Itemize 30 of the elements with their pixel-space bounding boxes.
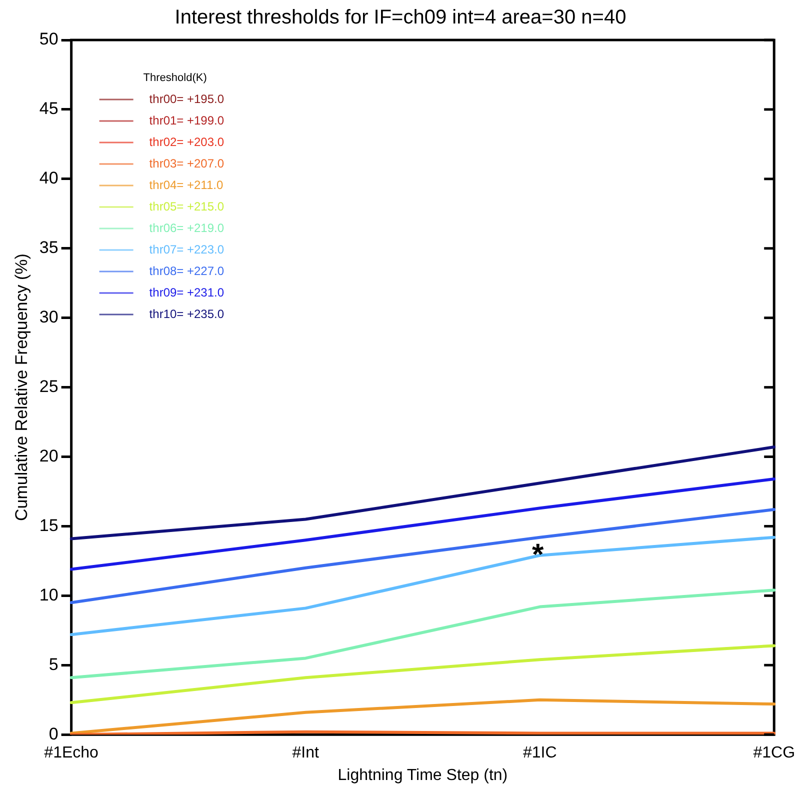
y-tick-label: 15 <box>39 516 58 535</box>
legend-label: thr06= +219.0 <box>149 220 224 235</box>
legend-label: thr00= +195.0 <box>149 92 224 106</box>
x-tick-label: #1CG <box>753 744 795 762</box>
y-tick-label: 35 <box>39 238 58 258</box>
y-tick-label: 50 <box>39 30 58 49</box>
y-tick-label: 20 <box>39 446 58 466</box>
legend-title: Threshold(K) <box>143 72 207 84</box>
legend-label: thr07= +223.0 <box>149 242 224 256</box>
legend-label: thr02= +203.0 <box>149 134 224 149</box>
legend-label: thr08= +227.0 <box>149 264 224 278</box>
legend-label: thr03= +207.0 <box>149 156 224 170</box>
legend-label: thr05= +215.0 <box>149 199 224 214</box>
legend-label: thr04= +211.0 <box>149 178 224 192</box>
chart-title: Interest thresholds for IF=ch09 int=4 area=30 n=40 <box>174 6 626 29</box>
y-axis-title: Cumulative Relative Frequency (%) <box>12 254 31 521</box>
y-tick-label: 0 <box>48 724 58 744</box>
y-tick-label: 10 <box>39 585 58 604</box>
x-tick-label: #1IC <box>522 744 557 762</box>
y-tick-label: 30 <box>39 308 58 327</box>
y-tick-label: 5 <box>48 654 58 674</box>
y-tick-label: 40 <box>39 168 58 188</box>
x-tick-label: #Int <box>292 744 320 762</box>
x-axis-title: Lightning Time Step (tn) <box>338 766 508 784</box>
legend-label: thr10= +235.0 <box>149 306 224 321</box>
y-tick-label: 45 <box>39 99 58 118</box>
y-tick-label: 25 <box>39 376 58 396</box>
legend-label: thr09= +231.0 <box>149 285 224 300</box>
legend-label: thr01= +199.0 <box>149 113 224 128</box>
x-tick-label: #1Echo <box>44 744 99 762</box>
